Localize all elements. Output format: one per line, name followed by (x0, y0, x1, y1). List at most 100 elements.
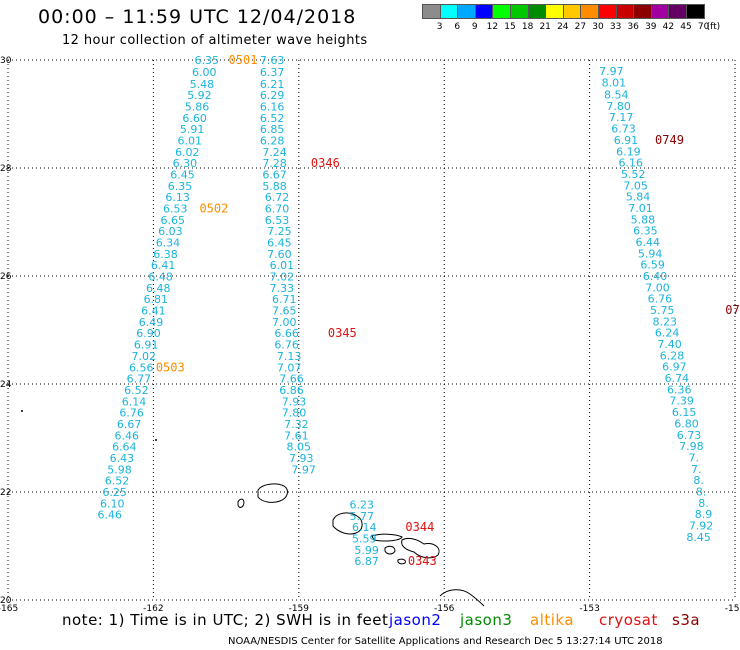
lon-tick-label: -162 (143, 604, 163, 614)
wave-height-value: 5.91 (180, 123, 205, 136)
wave-height-value: 7.07 (277, 361, 302, 374)
wave-height-value: 6.35 (168, 180, 193, 193)
wave-height-value: 6.73 (677, 429, 702, 442)
wave-height-value: 5.88 (262, 180, 287, 193)
small-islet (155, 439, 157, 441)
lon-tick-label: -165 (0, 604, 18, 614)
wave-height-value: 7.40 (657, 338, 682, 351)
color-scale-tick: 42 (662, 22, 675, 32)
wave-height-value: 7.63 (260, 54, 285, 67)
wave-height-value: 6.71 (272, 293, 297, 306)
wave-height-value: 7.93 (289, 452, 314, 465)
wave-height-value: 6.52 (105, 475, 130, 488)
wave-height-value: 6.41 (141, 305, 166, 318)
lat-tick-label: 20 (0, 596, 12, 606)
wave-height-value: 6.48 (146, 282, 171, 295)
legend-cryosat: cryosat (599, 611, 658, 629)
color-scale-tick: 45 (680, 22, 692, 32)
wave-height-value: 7.66 (279, 373, 304, 386)
wave-height-value: 6.91 (134, 339, 159, 352)
wave-height-value: 7.02 (131, 350, 156, 363)
pass-time-label: 0502 (199, 202, 228, 216)
wave-height-value: 6.52 (124, 384, 149, 397)
wave-height-value: 7. (689, 451, 700, 464)
legend-s3a: s3a (672, 611, 701, 629)
maui-island (401, 537, 440, 559)
wave-height-value: 6.60 (182, 112, 207, 125)
wave-height-value: 5.99 (354, 544, 379, 557)
small-islet (21, 410, 23, 412)
color-scale-tick: 18 (521, 22, 534, 32)
wave-height-value: 8. (698, 497, 709, 510)
wave-height-value: 7. (691, 463, 702, 476)
wave-height-value: 6.30 (173, 157, 198, 170)
wave-height-value: 6.40 (643, 270, 668, 283)
wave-height-value: 7.97 (599, 65, 624, 78)
color-scale-tick: 12 (486, 22, 499, 32)
lon-tick-label: -153 (579, 604, 599, 614)
lon-tick-label: -159 (289, 604, 310, 614)
wave-height-value: 7.17 (609, 111, 634, 124)
wave-height-value: 8.9 (695, 508, 713, 521)
wave-height-value: 6.16 (260, 100, 285, 113)
wave-height-value: 6.45 (170, 168, 195, 181)
wave-height-value: 6.10 (100, 497, 125, 510)
lat-tick-label: 26 (0, 272, 12, 282)
color-scale-tick: 33 (609, 22, 622, 32)
wave-height-value: 6.44 (636, 236, 661, 249)
wave-height-value: 6.70 (265, 203, 290, 216)
big-island (439, 589, 485, 607)
wave-height-value: 7.24 (262, 146, 287, 159)
wave-height-value: 6.19 (616, 145, 641, 158)
color-scale-tick: 6 (454, 22, 461, 32)
wave-height-value: 7.92 (689, 519, 714, 532)
wave-height-value: 6.67 (117, 418, 142, 431)
wave-height-value: 6.87 (354, 555, 379, 568)
wave-height-value: 5.88 (631, 213, 656, 226)
wave-height-value: 6.59 (640, 259, 665, 272)
wave-height-value: 8.45 (686, 531, 711, 544)
wave-height-value: 6.35 (194, 54, 219, 67)
lon-tick-label: -156 (434, 604, 455, 614)
wave-height-value: 7.60 (267, 248, 292, 261)
pass-time-label: 07 (725, 303, 739, 317)
wave-height-value: 6.46 (114, 429, 139, 442)
wave-height-value: 6.13 (165, 191, 190, 204)
credit-line: NOAA/NESDIS Center for Satellite Applica… (228, 636, 663, 647)
wave-height-value: 6.67 (262, 168, 287, 181)
lat-tick-label: 24 (0, 380, 12, 390)
wave-height-value: 6.16 (619, 157, 644, 170)
wave-height-value: 7.00 (645, 281, 670, 294)
wave-height-value: 6.41 (151, 259, 176, 272)
pass-time-label: 0344 (405, 520, 434, 534)
wave-height-value: 6.25 (102, 486, 127, 499)
page-subtitle: 12 hour collection of altimeter wave hei… (62, 33, 368, 48)
wave-height-value: 7.65 (272, 305, 297, 318)
wave-height-value: 6.29 (260, 89, 285, 102)
wave-height-value: 6.38 (153, 248, 178, 261)
wave-height-value: 7.93 (282, 395, 307, 408)
pass-time-label: 0345 (328, 326, 357, 340)
wave-height-value: 6.66 (274, 327, 299, 340)
color-scale-tick: 15 (504, 22, 516, 32)
wave-height-value: 6.53 (265, 214, 290, 227)
wave-height-value: 6.45 (267, 237, 292, 250)
pass-time-label: 0346 (311, 156, 340, 170)
wave-height-value: 5.98 (107, 463, 132, 476)
wave-height-value: 7.80 (606, 100, 631, 113)
wave-height-value: 7.05 (623, 179, 648, 192)
wave-height-value: 6.73 (611, 123, 636, 136)
color-scale-tick: 27 (574, 22, 587, 32)
wave-height-value: 6.53 (163, 203, 188, 216)
wave-height-value: 8. (693, 474, 704, 487)
wave-height-value: 6.37 (260, 66, 285, 79)
satellite-tracks: 6.356.005.485.925.866.605.916.016.026.30… (98, 53, 740, 568)
wave-height-value: 6.24 (655, 327, 680, 340)
wave-height-value: 6.85 (260, 123, 285, 136)
wave-height-value: 5.59 (352, 532, 377, 545)
wave-height-value: 7.00 (272, 316, 297, 329)
legend-jason2: jason2 (389, 611, 442, 629)
wave-height-value: 7.28 (262, 157, 287, 170)
wave-height-value: 6.81 (144, 293, 169, 306)
wave-height-value: 6.76 (119, 407, 144, 420)
